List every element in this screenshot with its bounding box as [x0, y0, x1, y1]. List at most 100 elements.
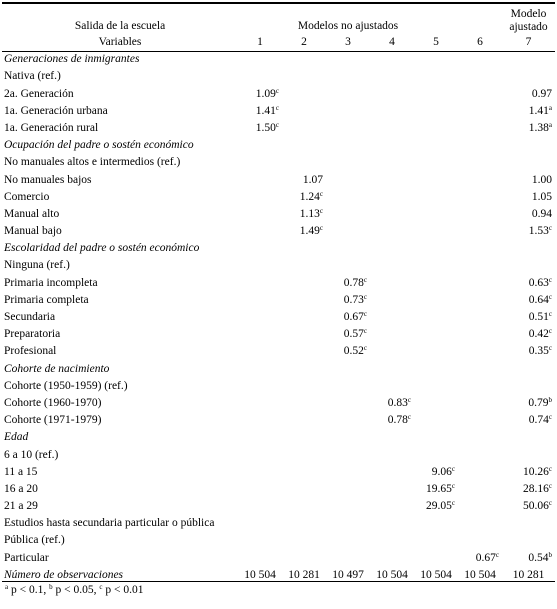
- cell-model-3: 0.57c: [326, 325, 370, 342]
- significance-marker: c: [451, 481, 456, 490]
- cell-model-5: [414, 136, 458, 153]
- cell-model-6: [458, 514, 502, 531]
- cell-model-5: [414, 531, 458, 548]
- cell-model-2: [282, 394, 326, 411]
- significance-marker: c: [548, 464, 553, 473]
- col-header-4: 4: [389, 36, 395, 48]
- significance-marker: c: [363, 344, 367, 353]
- cell-model-6: [458, 170, 502, 187]
- section-title: Generaciones de inmigrantes: [4, 53, 140, 66]
- coefficient-value: 0.67: [475, 551, 496, 564]
- cell-model-6: [458, 308, 502, 325]
- cell-model-5: [414, 170, 458, 187]
- cell-model-2: [282, 377, 326, 394]
- coefficient-value: 1.53: [528, 225, 549, 238]
- cell-model-3: [326, 102, 370, 119]
- cell-model-1: [238, 497, 282, 514]
- cell-model-2: [282, 325, 326, 342]
- cell-model-6: [458, 531, 502, 548]
- cell-model-5: [414, 222, 458, 239]
- section-heading-row: Generaciones de inmigrantes: [2, 50, 555, 67]
- cell-model-1: [238, 411, 282, 428]
- row-label: 2a. Generación: [4, 87, 74, 100]
- cell-model-6: [458, 153, 502, 170]
- col-header-1: 1: [257, 36, 263, 48]
- cell-model-4: [370, 291, 414, 308]
- cell-model-6: [458, 411, 502, 428]
- cell-model-4: [370, 153, 414, 170]
- coefficient-value: 1.09: [255, 87, 276, 100]
- row-label: 6 a 10 (ref.): [4, 448, 59, 461]
- cell-model-1: 1.41c: [238, 102, 282, 119]
- cell-model-6: [458, 188, 502, 205]
- cell-model-2: [282, 50, 326, 67]
- table-row: 16 a 20 19.65c 28.16c: [2, 480, 555, 497]
- row-label: Profesional: [4, 345, 57, 358]
- significance-marker: c: [275, 86, 279, 95]
- section-heading-row: Cohorte de nacimiento: [2, 359, 555, 376]
- cell-model-7: 0.54b: [502, 548, 555, 565]
- col-header-5: 5: [433, 36, 439, 48]
- cell-model-6: [458, 50, 502, 67]
- cell-model-5: [414, 308, 458, 325]
- cell-model-1: [238, 514, 282, 531]
- cell-model-7: [502, 153, 555, 170]
- coefficient-value: 0.74: [528, 414, 549, 427]
- cell-model-3: [326, 394, 370, 411]
- significance-marker: c: [451, 464, 456, 473]
- footnote-text-b: p < 0.05,: [52, 584, 100, 596]
- cell-model-7: 1.38a: [502, 119, 555, 136]
- cell-model-3: [326, 222, 370, 239]
- cell-model-6: [458, 67, 502, 84]
- cell-model-2: [282, 136, 326, 153]
- significance-marker: c: [407, 413, 411, 422]
- cell-model-3: [326, 84, 370, 101]
- cell-model-2: [282, 497, 326, 514]
- cell-model-5: [414, 291, 458, 308]
- coefficient-value: 0.51: [528, 311, 549, 323]
- table-body: Generaciones de inmigrantes Nativa (ref.)…: [2, 50, 555, 583]
- cell-model-2: 1.24c: [282, 188, 326, 205]
- cell-model-1: [238, 239, 282, 256]
- table-row: 1a. Generación urbana 1.41c 1.41a: [2, 102, 555, 119]
- col-header-7: 7: [525, 36, 532, 48]
- row-label: Manual bajo: [4, 225, 62, 238]
- cell-model-4: [370, 445, 414, 462]
- cell-model-5: [414, 394, 458, 411]
- coefficient-value: 10 504: [244, 568, 276, 581]
- coefficient-value: 1.41: [255, 104, 276, 117]
- row-label: Preparatoria: [4, 328, 61, 341]
- cell-model-7: 1.53c: [502, 222, 555, 239]
- coefficient-value: 1.13: [299, 207, 320, 220]
- footnote-text-a: p < 0.1,: [8, 584, 50, 596]
- coefficient-value: 1.38: [528, 121, 549, 134]
- cell-model-4: [370, 102, 414, 119]
- cell-model-5: [414, 411, 458, 428]
- cell-model-5: 9.06c: [414, 463, 458, 480]
- cell-model-3: [326, 531, 370, 548]
- significance-marker: c: [548, 292, 553, 301]
- row-label: Manual alto: [4, 207, 60, 220]
- cell-model-6: [458, 102, 502, 119]
- cell-model-4: [370, 480, 414, 497]
- cell-model-7: 10 281: [502, 566, 555, 583]
- cell-model-3: 10 497: [326, 566, 370, 583]
- cell-model-4: [370, 342, 414, 359]
- cell-model-6: [458, 359, 502, 376]
- cell-model-6: [458, 84, 502, 101]
- cell-model-1: [238, 342, 282, 359]
- cell-model-6: [458, 222, 502, 239]
- cell-model-3: [326, 428, 370, 445]
- cell-model-4: [370, 377, 414, 394]
- table-row: Pública (ref.): [2, 531, 555, 548]
- cell-model-1: [238, 359, 282, 376]
- table-row: Ninguna (ref.): [2, 256, 555, 273]
- cell-model-4: [370, 308, 414, 325]
- significance-marker: b: [548, 550, 553, 559]
- table-row: Manual alto 1.13c 0.94: [2, 205, 555, 222]
- cell-model-7: [502, 428, 555, 445]
- cell-model-5: [414, 325, 458, 342]
- cell-model-4: [370, 273, 414, 290]
- cell-model-4: [370, 239, 414, 256]
- table-row: Cohorte (1960-1970) 0.83c 0.79b: [2, 394, 555, 411]
